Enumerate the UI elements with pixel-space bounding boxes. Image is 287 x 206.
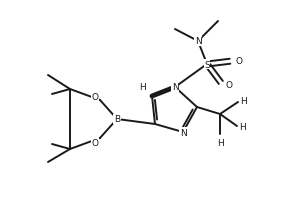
Text: O: O [92, 138, 98, 147]
Text: B: B [114, 115, 120, 124]
Text: S: S [204, 60, 210, 69]
Text: N: N [180, 128, 186, 137]
Text: H: H [139, 83, 146, 92]
Text: H: H [238, 122, 245, 131]
Text: O: O [226, 81, 232, 90]
Text: O: O [92, 92, 98, 101]
Text: O: O [236, 57, 243, 66]
Text: N: N [172, 83, 179, 92]
Text: H: H [217, 138, 223, 147]
Text: N: N [195, 37, 201, 46]
Text: H: H [240, 97, 246, 106]
